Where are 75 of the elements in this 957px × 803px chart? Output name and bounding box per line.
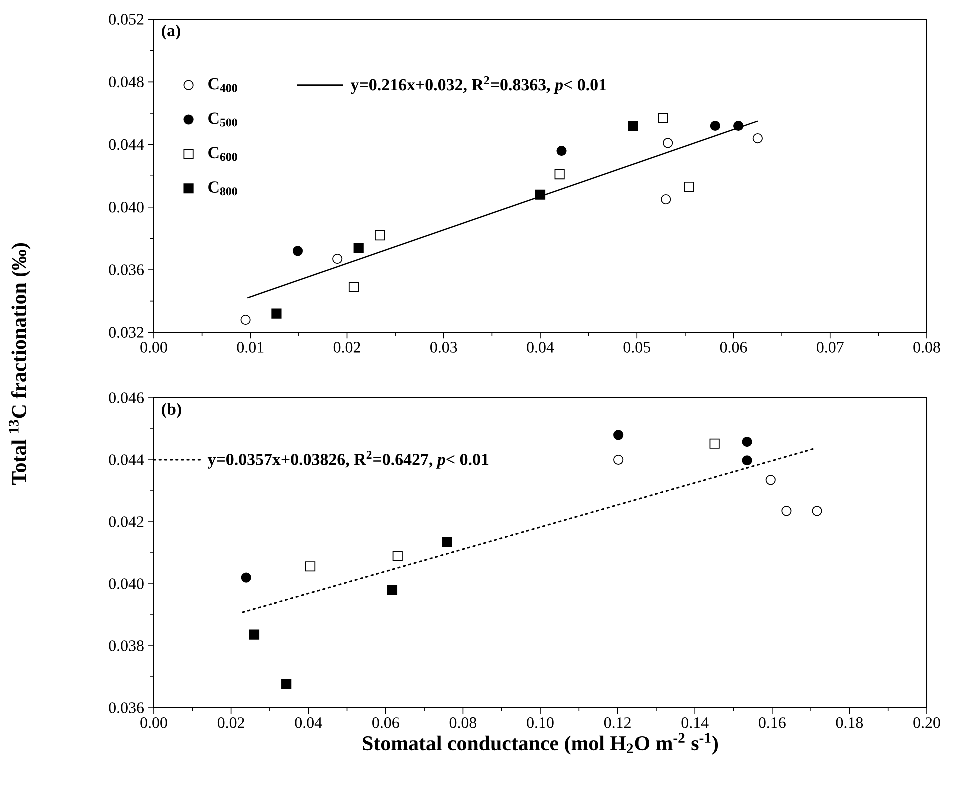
legend-label: C$_{800}$ <box>208 182 238 196</box>
point <box>710 120 720 132</box>
x-tick-label: 0.05 <box>624 342 650 353</box>
x-tick-label: 0.18 <box>836 718 864 728</box>
y-tick-label: 0.040 <box>109 202 144 213</box>
y-tick-label: 0.044 <box>109 139 144 150</box>
x-tick-label: 0.10 <box>527 718 554 728</box>
y-tick-label: 0.052 <box>109 14 144 25</box>
point <box>614 454 624 466</box>
point <box>742 456 752 466</box>
x-tick-label: 0.08 <box>914 342 940 353</box>
x-tick-label: 0.06 <box>720 342 748 353</box>
point <box>614 430 624 440</box>
y-tick-label: 0.038 <box>109 640 144 652</box>
x-tick-label: 0.02 <box>334 342 360 353</box>
point <box>535 190 546 200</box>
point <box>661 194 672 205</box>
y-tick-label: 0.036 <box>109 264 144 276</box>
x-tick-label: 0.02 <box>218 718 244 728</box>
x-tick-label: 0.06 <box>372 718 400 728</box>
chart-title: (a) <box>162 24 180 40</box>
x-tick-label: 0.00 <box>140 718 168 728</box>
x-tick-label: 0.03 <box>430 342 458 353</box>
point <box>348 282 360 292</box>
legend-label: y=0.0357x+0.03826, R$^{2}$=0.6427, p< 0.01 <box>208 451 489 469</box>
point <box>658 113 668 124</box>
point <box>782 506 792 516</box>
point <box>556 146 567 156</box>
y-tick-label: 0.042 <box>109 516 144 528</box>
y-tick-label: 0.044 <box>109 454 144 466</box>
chart-title: (b) <box>162 403 182 418</box>
point <box>812 506 822 516</box>
legend-label: C$_{600}$ <box>208 147 238 162</box>
x-tick-label: 0.16 <box>759 718 786 728</box>
point <box>332 254 343 264</box>
x-tick-label: 0.14 <box>682 718 709 728</box>
point <box>710 438 720 449</box>
x-tick-label: 0.04 <box>295 718 322 728</box>
x-tick-label: 0.08 <box>450 718 477 728</box>
point <box>752 133 763 144</box>
x-axis-title: Stomatal conductance (mol H$_{2}$O m$^{-2}$ s$^{-1}$) <box>363 733 718 755</box>
x-tick-label: 0.04 <box>527 342 554 353</box>
y-tick-label: 0.046 <box>109 392 144 404</box>
point <box>354 243 364 254</box>
point <box>282 679 292 690</box>
point <box>305 562 316 572</box>
point <box>241 572 252 583</box>
x-tick-label: 0.12 <box>604 718 631 728</box>
legend-label: C$_{400}$ <box>208 78 238 92</box>
y-tick-label: 0.048 <box>109 76 144 88</box>
y-tick-label: 0.032 <box>109 327 144 338</box>
x-tick-label: 0.00 <box>140 342 168 353</box>
point <box>442 537 452 548</box>
point <box>292 246 304 256</box>
x-tick-label: 0.01 <box>237 342 264 353</box>
legend-label: C$_{500}$ <box>208 112 238 127</box>
point <box>742 436 752 448</box>
point <box>628 120 638 132</box>
point <box>249 630 260 640</box>
x-tick-label: 0.07 <box>817 342 844 353</box>
point <box>375 230 386 241</box>
point <box>272 308 282 319</box>
x-tick-label: 0.20 <box>914 718 940 728</box>
point <box>684 182 694 192</box>
point <box>766 475 776 486</box>
point <box>392 551 403 562</box>
point <box>734 120 744 132</box>
point <box>240 315 251 326</box>
y-axis-title: Total $^{13}$C fractionation (‰) <box>9 243 31 485</box>
point <box>554 169 565 180</box>
y-tick-label: 0.036 <box>109 702 144 714</box>
legend-label: y=0.216x+0.032, R$^{2}$=0.8363, p< 0.01 <box>350 76 606 94</box>
point <box>662 138 674 148</box>
point <box>387 585 398 596</box>
y-tick-label: 0.040 <box>109 578 144 590</box>
